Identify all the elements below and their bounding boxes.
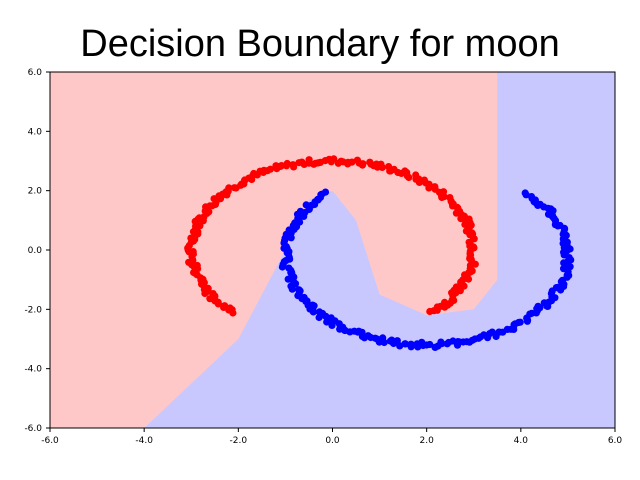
axes: -6.0 -4.0 -2.0 0.0 2.0 4.0 6.0 6.0 4.0 2.0 0.0 -2.0… <box>24 68 622 446</box>
data-point <box>278 263 286 271</box>
data-point <box>283 159 291 168</box>
x-tick-label: -6.0 <box>41 436 59 446</box>
series-red <box>184 155 479 317</box>
data-point <box>225 184 233 192</box>
data-point <box>193 261 201 270</box>
y-tick-label: 6.0 <box>28 68 43 78</box>
data-point <box>440 193 448 201</box>
x-tick-label: 6.0 <box>608 436 623 446</box>
data-point <box>348 158 356 166</box>
data-point <box>305 156 313 164</box>
y-tick-label: -2.0 <box>24 305 42 315</box>
x-tick-label: 4.0 <box>514 436 529 446</box>
data-point <box>328 321 336 329</box>
y-tick-label: 2.0 <box>28 187 43 197</box>
data-point <box>323 318 331 326</box>
data-point <box>315 313 323 322</box>
data-point <box>452 209 460 217</box>
data-point <box>226 304 234 312</box>
x-tick-label: -4.0 <box>135 436 153 446</box>
data-point <box>378 163 386 171</box>
x-tick-label: -2.0 <box>230 436 248 446</box>
data-point <box>470 235 478 243</box>
data-point <box>284 275 292 283</box>
y-tick-label: 4.0 <box>28 127 43 137</box>
data-point <box>426 340 434 349</box>
y-tick-label: -6.0 <box>24 424 42 434</box>
data-point <box>521 189 529 197</box>
plot-area <box>50 72 615 428</box>
data-point <box>401 340 409 348</box>
chart-title: Decision Boundary for moon <box>80 23 559 65</box>
y-tick-label: -4.0 <box>24 365 42 375</box>
region-red-class <box>50 72 498 428</box>
data-point <box>488 328 496 336</box>
x-tick-label: 2.0 <box>420 436 435 446</box>
data-point <box>330 155 338 163</box>
data-point <box>300 212 308 220</box>
data-point <box>426 307 434 316</box>
data-point <box>516 318 524 326</box>
data-point <box>309 308 317 316</box>
data-point <box>288 285 296 293</box>
series-blue <box>278 188 575 351</box>
data-point <box>289 161 297 169</box>
data-point <box>287 234 295 242</box>
data-point <box>534 302 542 310</box>
data-point <box>380 338 388 347</box>
data-point <box>552 284 561 292</box>
x-tick-label: 0.0 <box>325 436 340 446</box>
data-point <box>407 340 415 348</box>
data-point <box>358 161 367 169</box>
data-point <box>405 173 413 182</box>
data-point <box>527 193 536 201</box>
y-tick-label: 0.0 <box>28 246 43 256</box>
data-point <box>221 302 229 310</box>
data-point <box>266 165 274 173</box>
data-point <box>438 340 446 348</box>
data-point <box>464 275 473 283</box>
